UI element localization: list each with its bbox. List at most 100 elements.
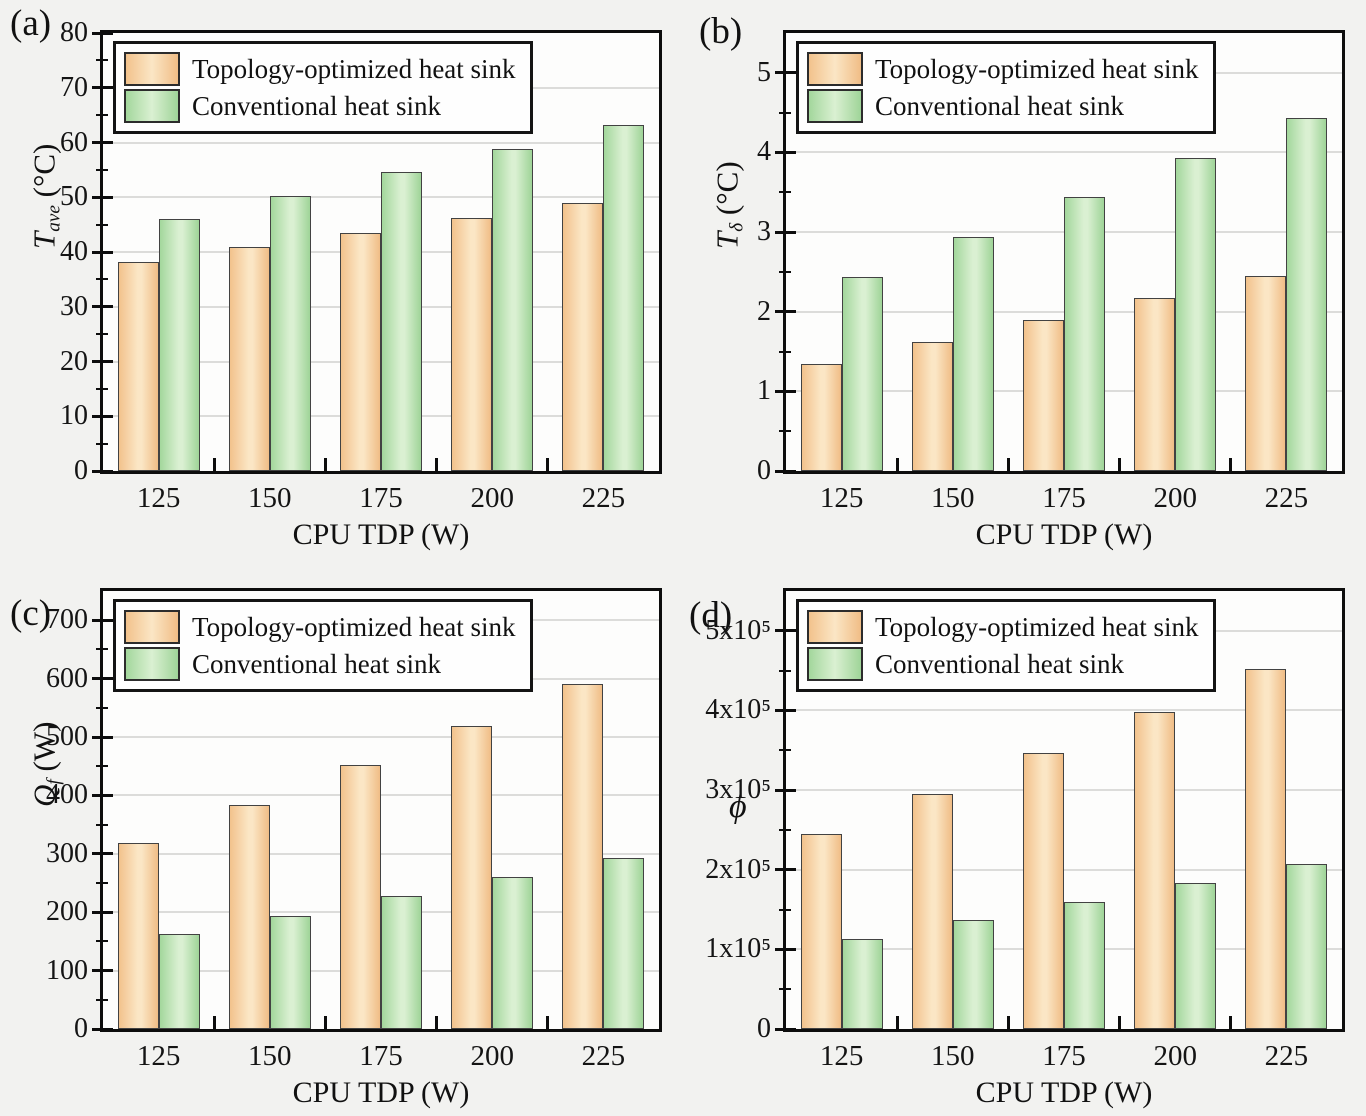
legend: Topology-optimized heat sink Conventional… [113, 599, 533, 692]
legend-label: Topology-optimized heat sink [875, 53, 1199, 84]
y-axis-major-tick [92, 141, 113, 144]
legend-item: Conventional heat sink [807, 89, 1199, 123]
y-axis-minor-tick [96, 940, 108, 943]
x-axis-tick-label: 225 [581, 482, 626, 514]
x-axis-tick-label: 200 [1153, 1040, 1197, 1072]
bar-topology-225 [562, 684, 604, 1029]
x-axis-tick [546, 1016, 550, 1029]
x-axis-tick [435, 458, 439, 471]
bar-conventional-200 [1175, 158, 1217, 471]
legend-item: Topology-optimized heat sink [124, 52, 516, 86]
y-axis-major-tick [92, 618, 113, 622]
y-axis-minor-tick [96, 333, 108, 336]
x-axis-tick [546, 458, 550, 471]
y-axis-minor-tick [96, 59, 108, 62]
y-axis-major-tick [92, 1027, 113, 1031]
x-axis-tick [435, 1016, 439, 1029]
bar-topology-125 [117, 843, 159, 1029]
legend-swatch-green [807, 89, 863, 123]
legend-item: Topology-optimized heat sink [807, 52, 1199, 86]
bar-topology-200 [451, 218, 493, 471]
y-axis-minor-tick [96, 648, 108, 651]
bar-topology-225 [562, 202, 604, 471]
x-axis-tick [323, 458, 327, 471]
y-axis-tick-label: 3 [757, 216, 771, 248]
legend-label: Conventional heat sink [875, 90, 1124, 121]
gridline [786, 151, 1342, 154]
x-axis-tick-label: 175 [1042, 1040, 1086, 1072]
plot-area: Topology-optimized heat sink Conventional… [783, 588, 1345, 1032]
panel-letter: (d) [689, 595, 733, 636]
y-axis-minor-tick [779, 430, 791, 433]
x-axis-tick-label: 225 [1264, 1040, 1309, 1072]
x-axis-tick-label: 225 [581, 1040, 626, 1072]
gridline [786, 709, 1342, 712]
x-axis-tick [1006, 458, 1010, 471]
legend-swatch-green [124, 89, 180, 123]
y-axis-tick-label: 300 [46, 837, 88, 869]
legend-swatch-orange [807, 52, 863, 86]
bar-conventional-225 [1286, 864, 1328, 1029]
y-axis-tick-label: 100 [46, 954, 88, 986]
y-axis-major-tick [775, 868, 796, 872]
y-axis-minor-tick [96, 223, 108, 226]
bar-conventional-150 [952, 236, 994, 471]
gridline [103, 141, 659, 144]
x-axis-tick-label: 225 [1264, 482, 1309, 514]
x-axis-tick-label: 125 [136, 1040, 181, 1072]
x-axis-tick [895, 458, 899, 471]
legend-item: Topology-optimized heat sink [124, 610, 516, 644]
y-axis-major-tick [775, 230, 796, 234]
y-axis-minor-tick [96, 442, 108, 445]
y-axis-minor-tick [96, 278, 108, 281]
bar-conventional-150 [269, 915, 311, 1029]
y-axis-major-tick [775, 469, 796, 473]
y-axis-minor-tick [779, 908, 791, 911]
x-axis-title: CPU TDP (W) [975, 1076, 1153, 1109]
bar-conventional-225 [603, 124, 645, 471]
bar-topology-175 [1023, 753, 1064, 1029]
gridline [103, 736, 659, 738]
y-axis-tick-label: 2x10⁵ [705, 853, 771, 885]
bar-conventional-125 [841, 939, 883, 1029]
y-axis-minor-tick [96, 998, 108, 1001]
y-axis-minor-tick [96, 387, 108, 390]
y-axis-tick-label: 500 [46, 721, 88, 752]
bar-conventional-175 [1064, 901, 1105, 1029]
panel-letter: (b) [699, 11, 743, 52]
legend-swatch-orange [124, 610, 180, 644]
y-axis-major-tick [92, 735, 113, 739]
y-axis-tick-label: 10 [60, 400, 88, 432]
x-axis-tick-label: 150 [931, 1040, 975, 1072]
y-axis-title-unit: (°C) [709, 161, 745, 223]
x-axis-title: CPU TDP (W) [975, 518, 1153, 551]
y-axis-minor-tick [779, 828, 791, 831]
y-axis-major-tick [775, 1027, 796, 1031]
y-axis-title-symbol: ϕ [729, 788, 747, 825]
legend-label: Topology-optimized heat sink [192, 53, 516, 84]
plot-area: Topology-optimized heat sink Conventional… [100, 588, 662, 1032]
y-axis-tick-label: 30 [60, 290, 88, 322]
bar-topology-125 [117, 262, 159, 471]
bar-topology-150 [911, 794, 953, 1029]
bar-conventional-150 [269, 195, 311, 471]
x-axis-tick [212, 1016, 216, 1029]
x-axis-tick-label: 175 [359, 1040, 403, 1072]
y-axis-tick-label: 700 [46, 604, 88, 636]
y-axis-major-tick [92, 195, 113, 199]
bar-conventional-200 [492, 877, 534, 1029]
legend: Topology-optimized heat sink Conventional… [113, 41, 533, 134]
y-axis-major-tick [92, 677, 113, 681]
panel-a: (a) Tave (°C) Topology-optimized heat sink… [0, 0, 683, 558]
x-axis-tick [895, 1016, 899, 1029]
x-axis-tick-label: 150 [248, 482, 292, 514]
y-axis-tick-label: 5 [757, 56, 771, 88]
legend-swatch-green [807, 647, 863, 681]
x-axis-tick [1006, 1016, 1010, 1029]
bar-conventional-225 [1286, 118, 1328, 471]
y-axis-major-tick [775, 629, 796, 633]
y-axis-tick-label: 3x10⁵ [705, 774, 771, 806]
bar-topology-150 [228, 247, 270, 471]
y-axis-major-tick [775, 389, 796, 393]
